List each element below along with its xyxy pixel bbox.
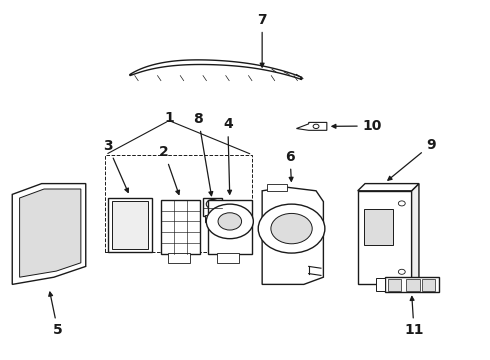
Bar xyxy=(203,198,222,216)
Text: 11: 11 xyxy=(404,297,424,337)
Circle shape xyxy=(206,204,253,239)
Polygon shape xyxy=(412,184,419,284)
Bar xyxy=(168,253,190,263)
Text: 4: 4 xyxy=(223,117,233,194)
Circle shape xyxy=(218,213,242,230)
Bar xyxy=(161,200,200,254)
Circle shape xyxy=(271,213,312,244)
Bar xyxy=(422,279,435,291)
Bar xyxy=(376,278,385,291)
Bar xyxy=(217,253,239,263)
Circle shape xyxy=(398,201,405,206)
Bar xyxy=(205,215,219,222)
Circle shape xyxy=(313,124,319,129)
Polygon shape xyxy=(358,191,412,284)
Bar xyxy=(208,200,252,254)
Text: 10: 10 xyxy=(332,119,382,133)
Text: 7: 7 xyxy=(257,13,267,67)
Polygon shape xyxy=(12,184,86,284)
Text: 8: 8 xyxy=(194,112,213,196)
Bar xyxy=(388,279,401,291)
Circle shape xyxy=(258,204,325,253)
Text: 9: 9 xyxy=(388,138,436,180)
Polygon shape xyxy=(262,187,323,284)
Bar xyxy=(105,155,252,252)
Bar xyxy=(385,277,439,292)
Polygon shape xyxy=(358,184,419,191)
Circle shape xyxy=(398,269,405,274)
Polygon shape xyxy=(296,122,327,130)
Text: 3: 3 xyxy=(103,139,128,192)
Text: 5: 5 xyxy=(49,292,63,337)
Bar xyxy=(364,209,393,245)
Text: 1: 1 xyxy=(164,111,174,125)
Bar xyxy=(406,279,420,291)
Circle shape xyxy=(206,199,219,209)
Polygon shape xyxy=(130,60,302,80)
Bar xyxy=(267,184,287,191)
Bar xyxy=(108,198,152,252)
Text: 6: 6 xyxy=(285,150,295,181)
Bar xyxy=(112,201,148,249)
Text: 2: 2 xyxy=(159,145,179,194)
Polygon shape xyxy=(20,189,81,277)
